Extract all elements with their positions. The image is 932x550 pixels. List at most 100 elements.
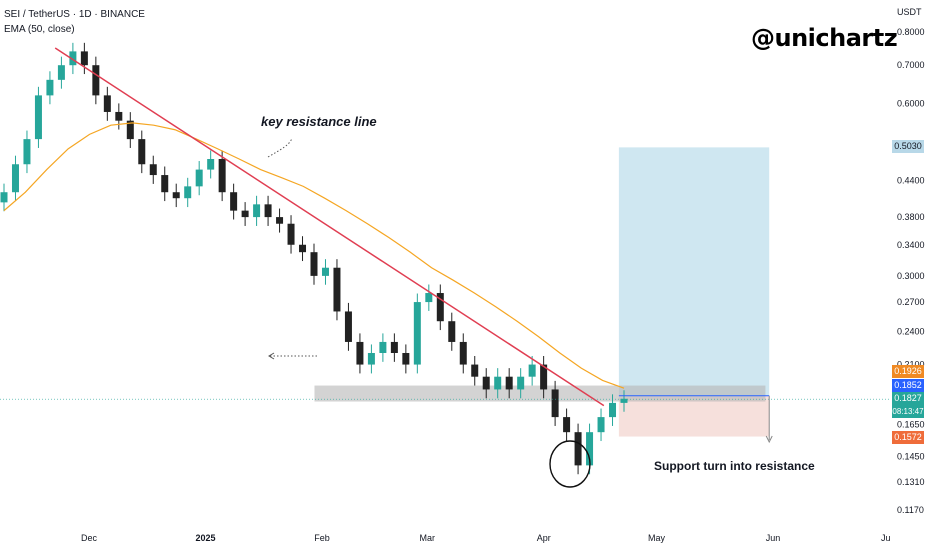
support-band-rect	[314, 385, 766, 402]
support-band	[314, 385, 766, 402]
y-tick-label: 0.4400	[897, 176, 925, 186]
y-tick-label: 0.1310	[897, 477, 925, 487]
candle-body	[23, 139, 31, 165]
candle-body	[218, 159, 226, 193]
candle-body	[0, 192, 8, 203]
candle-body	[402, 352, 410, 365]
candle-body	[448, 321, 456, 342]
candle-body	[620, 398, 628, 403]
current-price-tag: 0.1827	[892, 392, 924, 405]
y-tick-label: 0.3800	[897, 212, 925, 222]
candle-body	[138, 139, 146, 165]
level-price-tag: 0.1852	[892, 379, 924, 392]
y-tick-label: 0.2400	[897, 326, 925, 336]
candle-body	[149, 164, 157, 176]
y-tick-label: 0.3400	[897, 240, 925, 250]
candle-body	[482, 376, 490, 390]
y-tick-label: 0.6000	[897, 99, 925, 109]
x-axis: Dec 2025 Feb Mar Apr May Jun Ju	[81, 533, 890, 543]
target-zone	[618, 147, 770, 396]
ema-price-tag: 0.1926	[892, 365, 924, 378]
ema-polyline	[3, 122, 625, 389]
candle-body	[597, 417, 605, 433]
candle-body	[264, 204, 272, 218]
resistance-trendline	[54, 47, 605, 407]
candle-body	[126, 120, 134, 140]
target-zone-rect	[618, 147, 770, 396]
chart-annotations	[0, 137, 890, 488]
y-tick-label: 0.3000	[897, 271, 925, 281]
y-tick-label: 0.2100	[897, 360, 925, 370]
candle-body	[413, 302, 421, 365]
candle-body	[494, 376, 502, 390]
candle-body	[241, 210, 249, 218]
countdown-tag: 08:13:47	[892, 405, 924, 418]
x-tick-label: Apr	[537, 533, 551, 543]
y-tick-label: 0.1650	[897, 420, 925, 430]
candle-body	[540, 364, 548, 390]
candle-body	[574, 432, 582, 466]
candle-body	[390, 341, 398, 353]
y-axis: 0.8000 0.7000 0.6000 0.4400 0.3800 0.3400 0.30…	[897, 27, 925, 515]
y-tick-label: 0.8000	[897, 27, 925, 37]
x-tick-label: Mar	[419, 533, 435, 543]
y-tick-label: 0.2700	[897, 297, 925, 307]
chart-legend: SEI / TetherUS · 1D · BINANCE EMA (50, c…	[4, 7, 145, 37]
stop-price-tag: 0.1572	[892, 431, 924, 444]
candle-body	[80, 51, 88, 66]
candle-body	[586, 432, 594, 466]
pointer-dotted	[267, 137, 293, 158]
candle-body	[103, 95, 111, 112]
candle-body	[505, 376, 513, 390]
stop-zone	[618, 395, 770, 437]
x-tick-label: Dec	[81, 533, 98, 543]
trendline	[54, 47, 605, 407]
candle-body	[563, 417, 571, 433]
left-arrow-head	[268, 352, 275, 360]
resistance-annotation[interactable]: key resistance line	[261, 114, 377, 129]
candles	[0, 42, 628, 475]
currency-unit: USDT	[897, 7, 922, 17]
candle-body	[333, 267, 341, 312]
candle-body	[379, 341, 387, 353]
candle-body	[367, 352, 375, 365]
target-price-tag: 0.5030	[892, 140, 924, 153]
x-tick-label: Jun	[766, 533, 781, 543]
y-tick-label: 0.1450	[897, 452, 925, 462]
candle-body	[436, 293, 444, 322]
candle-body	[321, 267, 329, 276]
symbol-title[interactable]: SEI / TetherUS · 1D · BINANCE	[4, 9, 145, 20]
ema-line	[3, 122, 625, 389]
candle-body	[344, 311, 352, 342]
author-watermark: @unichartz	[751, 24, 898, 52]
support-annotation[interactable]: Support turn into resistance	[654, 459, 815, 473]
candle-body	[184, 186, 192, 199]
low-circle	[549, 440, 591, 488]
down-arrow-head	[765, 435, 773, 444]
y-tick-label: 0.1170	[897, 505, 924, 515]
candle-body	[517, 376, 525, 390]
candle-body	[207, 159, 215, 170]
x-tick-label: Ju	[881, 533, 891, 543]
candle-body	[46, 79, 54, 96]
candle-body	[425, 293, 433, 303]
candle-body	[471, 364, 479, 377]
candle-body	[172, 192, 180, 199]
candle-body	[195, 169, 203, 187]
candle-body	[230, 192, 238, 211]
candle-body	[287, 223, 295, 245]
candle-body	[92, 65, 100, 96]
candle-body	[609, 402, 617, 418]
candle-body	[11, 164, 19, 193]
indicator-title[interactable]: EMA (50, close)	[4, 24, 75, 35]
candle-body	[276, 217, 284, 224]
candle-body	[69, 51, 77, 66]
candle-body	[459, 341, 467, 365]
y-tick-label: 0.7000	[897, 60, 925, 70]
candle-body	[115, 111, 123, 121]
x-tick-label: Feb	[314, 533, 330, 543]
candle-body	[253, 204, 261, 218]
candle-body	[551, 389, 559, 418]
stop-zone-rect	[618, 395, 770, 437]
